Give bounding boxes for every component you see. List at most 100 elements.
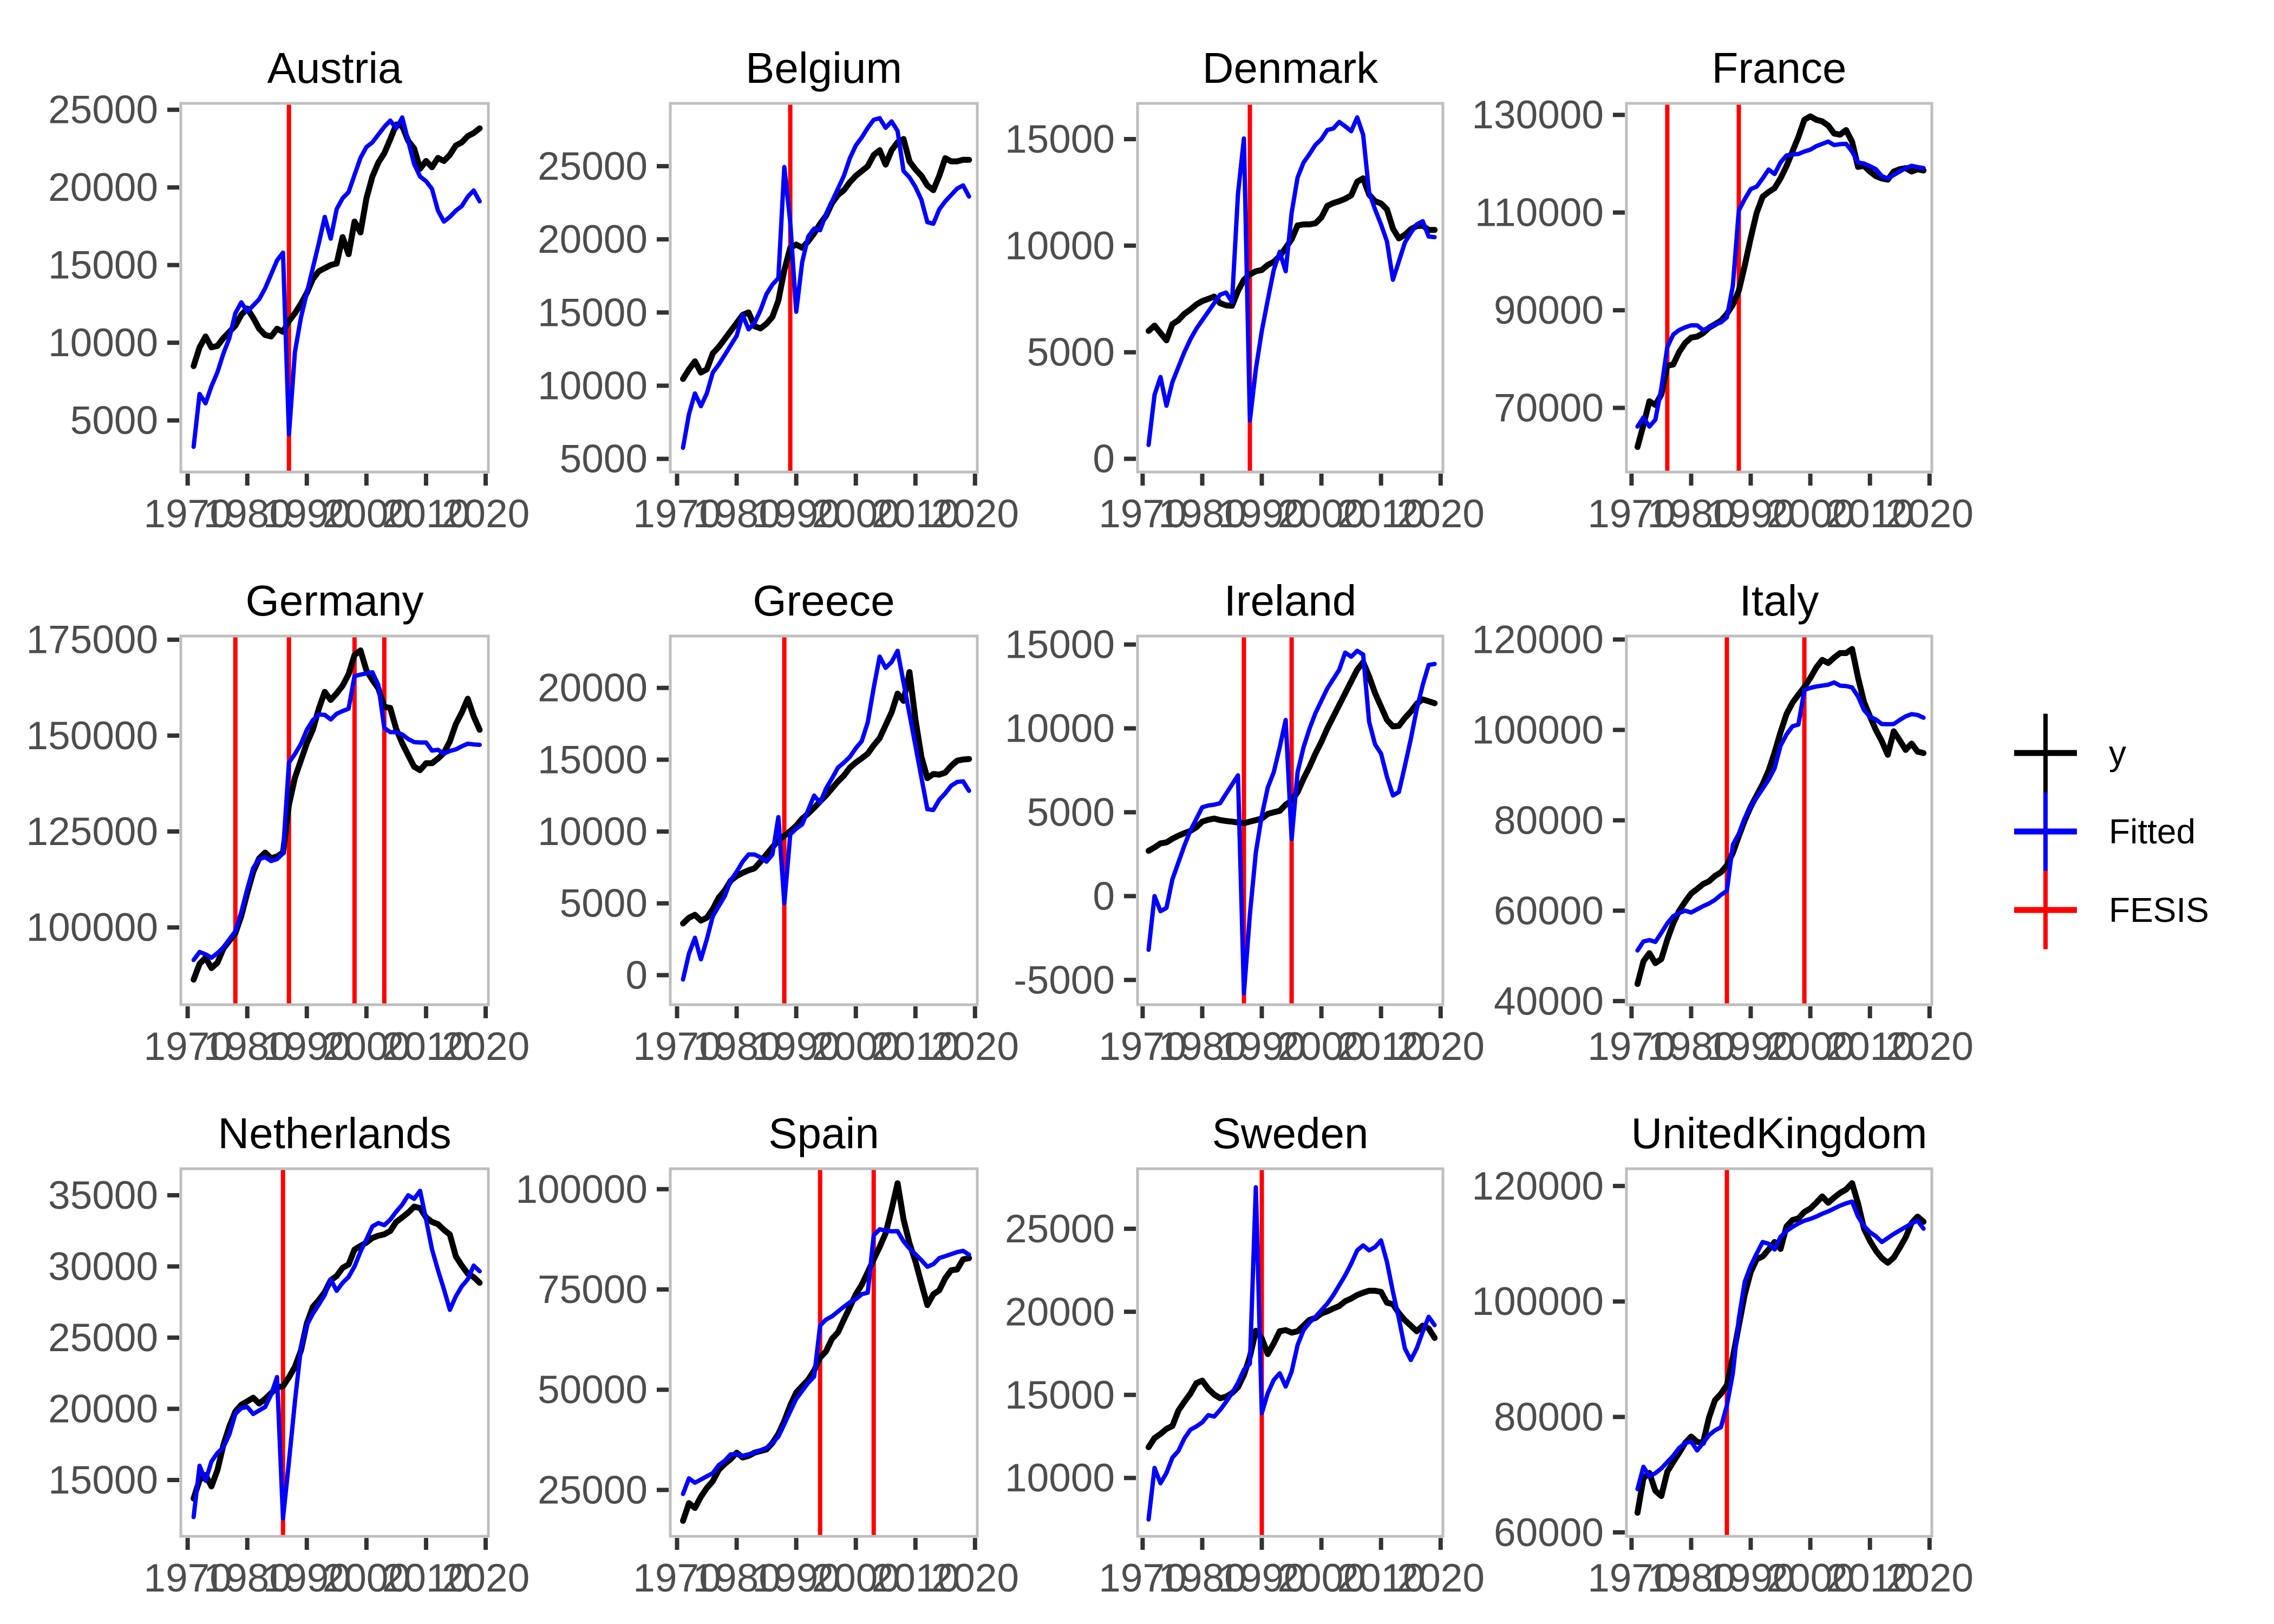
svg-text:60000: 60000	[1494, 889, 1604, 933]
svg-text:Ireland: Ireland	[1224, 577, 1357, 625]
svg-text:-5000: -5000	[1014, 958, 1115, 1002]
svg-text:2010: 2010	[1337, 492, 1424, 536]
svg-text:2010: 2010	[382, 1556, 470, 1600]
svg-text:10000: 10000	[538, 364, 648, 408]
svg-text:15000: 15000	[1005, 623, 1115, 667]
svg-text:Belgium: Belgium	[746, 44, 902, 92]
svg-text:Sweden: Sweden	[1212, 1109, 1368, 1157]
svg-text:1970: 1970	[1099, 1556, 1186, 1600]
svg-text:UnitedKingdom: UnitedKingdom	[1631, 1109, 1927, 1157]
svg-text:1990: 1990	[752, 492, 840, 536]
svg-text:2000: 2000	[1766, 1025, 1854, 1069]
svg-text:1980: 1980	[1158, 1025, 1246, 1069]
svg-text:15000: 15000	[48, 244, 158, 287]
svg-text:0: 0	[1093, 437, 1115, 481]
svg-text:2010: 2010	[872, 1025, 959, 1069]
svg-text:2020: 2020	[442, 1025, 530, 1069]
svg-text:Germany: Germany	[246, 577, 424, 625]
svg-text:1980: 1980	[203, 1025, 291, 1069]
svg-text:110000: 110000	[1475, 191, 1604, 235]
svg-text:70000: 70000	[1494, 387, 1604, 430]
svg-text:1990: 1990	[1707, 1556, 1794, 1600]
svg-text:2010: 2010	[382, 1025, 470, 1069]
svg-text:1980: 1980	[1158, 492, 1246, 536]
svg-text:1970: 1970	[633, 1556, 721, 1600]
svg-text:25000: 25000	[48, 88, 158, 132]
svg-text:1970: 1970	[1099, 492, 1186, 536]
svg-text:2020: 2020	[931, 1025, 1019, 1069]
svg-text:2020: 2020	[442, 492, 530, 536]
svg-text:2000: 2000	[1277, 492, 1365, 536]
svg-text:20000: 20000	[538, 218, 648, 261]
svg-text:0: 0	[625, 953, 648, 997]
svg-text:120000: 120000	[1472, 618, 1604, 662]
svg-text:y: y	[2109, 734, 2126, 772]
svg-text:1980: 1980	[692, 1025, 780, 1069]
svg-text:20000: 20000	[48, 166, 158, 209]
svg-text:1990: 1990	[1218, 1556, 1305, 1600]
svg-text:Spain: Spain	[768, 1109, 879, 1157]
svg-text:1970: 1970	[633, 1025, 721, 1069]
svg-text:1990: 1990	[263, 1025, 350, 1069]
svg-text:2020: 2020	[931, 1556, 1019, 1600]
svg-text:Denmark: Denmark	[1203, 44, 1379, 92]
svg-text:20000: 20000	[1005, 1290, 1115, 1334]
svg-text:2010: 2010	[1826, 1025, 1913, 1069]
svg-text:2010: 2010	[1826, 1556, 1913, 1600]
svg-text:5000: 5000	[1027, 791, 1115, 835]
svg-text:1980: 1980	[1647, 1025, 1735, 1069]
svg-text:Fitted: Fitted	[2109, 812, 2195, 851]
svg-text:1990: 1990	[1218, 492, 1305, 536]
svg-text:2020: 2020	[1397, 1025, 1485, 1069]
svg-text:130000: 130000	[1472, 93, 1604, 137]
svg-text:FESIS: FESIS	[2109, 890, 2209, 929]
svg-text:Greece: Greece	[753, 577, 894, 625]
svg-text:15000: 15000	[1005, 117, 1115, 161]
svg-text:1980: 1980	[203, 492, 291, 536]
svg-text:2010: 2010	[872, 492, 959, 536]
svg-text:1990: 1990	[263, 1556, 350, 1600]
svg-text:1970: 1970	[1587, 492, 1675, 536]
svg-text:1980: 1980	[1158, 1556, 1246, 1600]
svg-text:25000: 25000	[538, 145, 648, 188]
svg-text:1980: 1980	[692, 1556, 780, 1600]
svg-text:5000: 5000	[70, 399, 158, 443]
svg-text:1970: 1970	[633, 492, 721, 536]
svg-text:2000: 2000	[812, 1025, 899, 1069]
svg-text:15000: 15000	[538, 291, 648, 335]
svg-text:2010: 2010	[382, 492, 470, 536]
svg-text:2000: 2000	[812, 1556, 899, 1600]
svg-text:1990: 1990	[1707, 492, 1794, 536]
svg-text:40000: 40000	[1494, 979, 1604, 1023]
svg-text:125000: 125000	[26, 810, 158, 854]
svg-text:2020: 2020	[1886, 492, 1974, 536]
svg-text:Netherlands: Netherlands	[218, 1109, 451, 1157]
svg-text:10000: 10000	[48, 321, 158, 365]
svg-text:15000: 15000	[48, 1458, 158, 1502]
svg-text:80000: 80000	[1494, 1396, 1604, 1439]
svg-text:1970: 1970	[143, 1556, 231, 1600]
svg-text:10000: 10000	[1005, 1456, 1115, 1500]
svg-text:2000: 2000	[323, 492, 410, 536]
svg-text:100000: 100000	[1472, 708, 1604, 752]
svg-text:2020: 2020	[442, 1556, 530, 1600]
svg-text:1980: 1980	[692, 492, 780, 536]
svg-text:15000: 15000	[538, 738, 648, 782]
svg-text:2000: 2000	[323, 1556, 410, 1600]
svg-text:1970: 1970	[1099, 1025, 1186, 1069]
svg-text:120000: 120000	[1472, 1164, 1604, 1208]
svg-text:1970: 1970	[1587, 1556, 1675, 1600]
svg-text:35000: 35000	[48, 1174, 158, 1217]
svg-text:100000: 100000	[1472, 1280, 1604, 1324]
svg-text:10000: 10000	[538, 810, 648, 854]
svg-text:Austria: Austria	[267, 44, 402, 92]
svg-text:2010: 2010	[1337, 1025, 1424, 1069]
svg-text:20000: 20000	[48, 1387, 158, 1431]
svg-text:75000: 75000	[538, 1268, 648, 1312]
svg-text:2010: 2010	[1826, 492, 1913, 536]
svg-text:1990: 1990	[752, 1556, 840, 1600]
svg-text:2020: 2020	[931, 492, 1019, 536]
svg-text:2000: 2000	[812, 492, 899, 536]
svg-text:2000: 2000	[323, 1025, 410, 1069]
svg-text:1980: 1980	[1647, 492, 1735, 536]
